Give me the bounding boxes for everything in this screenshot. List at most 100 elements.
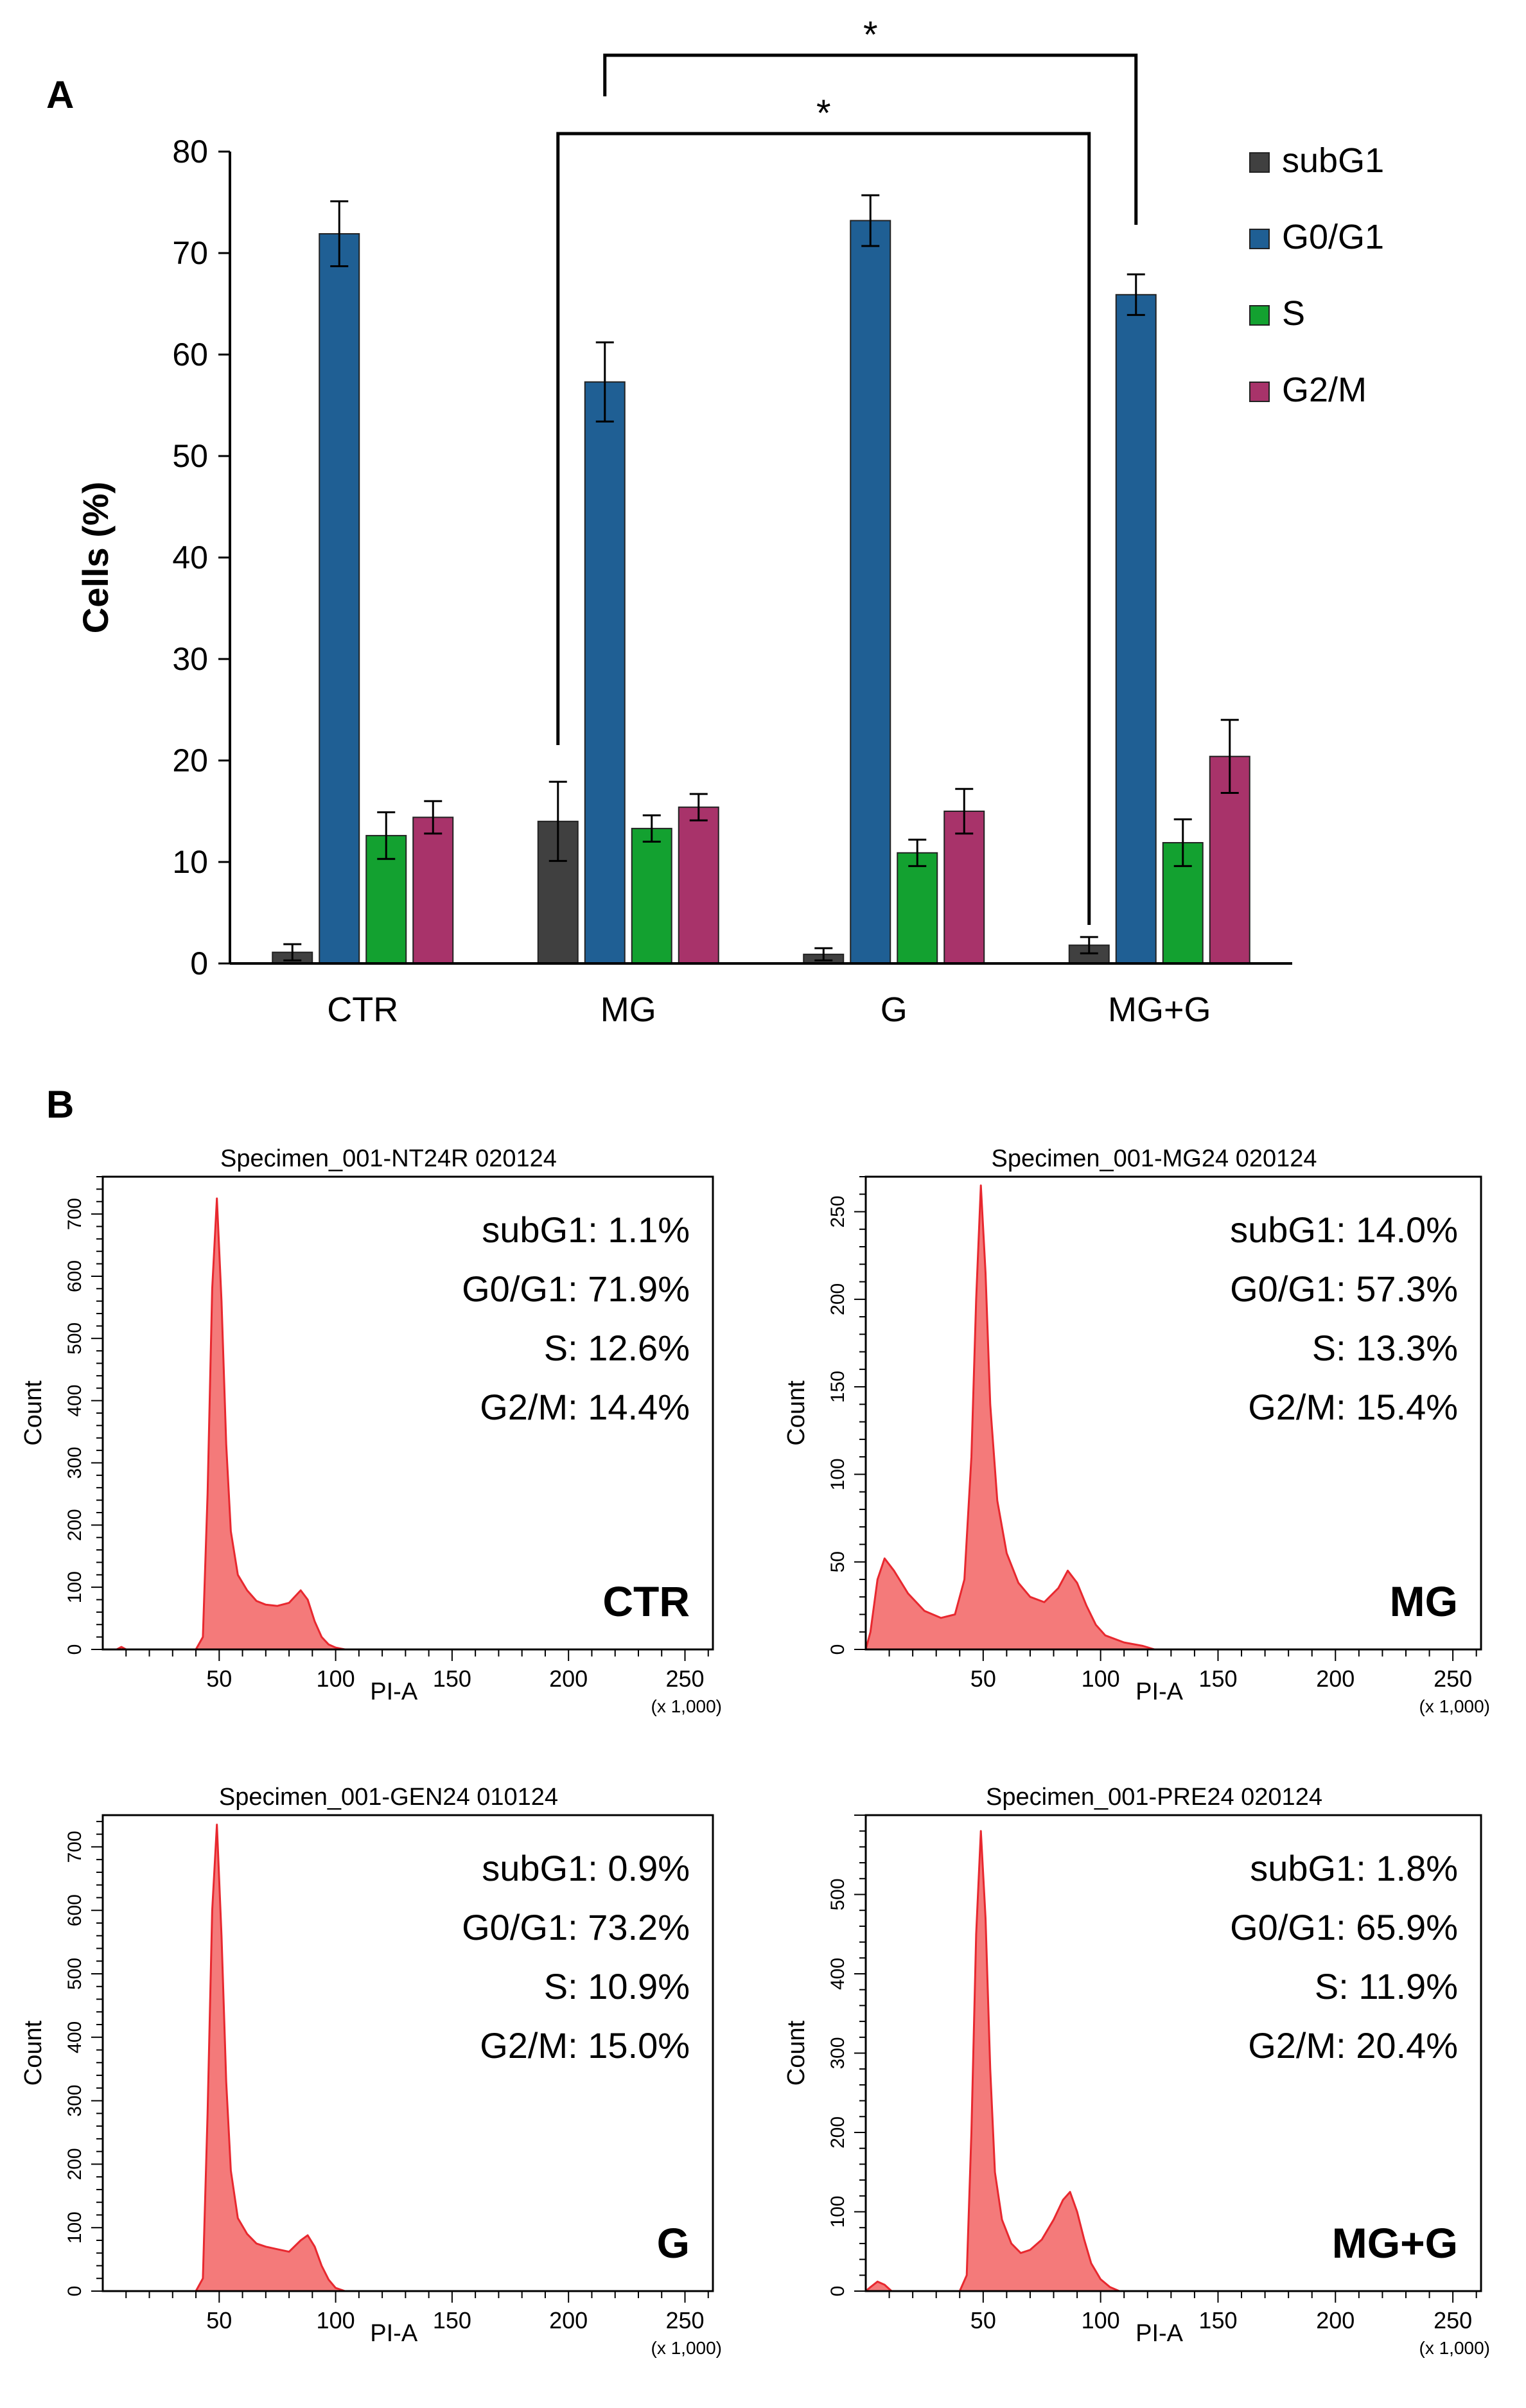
histogram-g: Specimen_001-GEN24 010124 50 100 150 200 250 P… xyxy=(20,1784,722,2358)
y-tick-label: 200 xyxy=(64,2148,85,2180)
significance-bracket-g0g1 xyxy=(603,53,1138,225)
y-tick-label: 500 xyxy=(64,1323,85,1355)
bar-g-g0-g1 xyxy=(850,220,891,965)
bar-g-s xyxy=(897,852,938,965)
legend-label-s: S xyxy=(1282,294,1305,333)
bar-ctr-g0-g1 xyxy=(319,233,360,965)
condition-label: MG xyxy=(1390,1578,1458,1625)
x-tick-label: 100 xyxy=(1082,1665,1120,1692)
x-tick-label: 250 xyxy=(1434,2307,1472,2333)
phase-stat-label: G2/M: 15.0% xyxy=(480,2025,690,2066)
x-unit-label: (x 1,000) xyxy=(1419,2338,1491,2358)
specimen-title: Specimen_001-GEN24 010124 xyxy=(219,1784,558,1811)
legend-label-subg1: subG1 xyxy=(1282,141,1384,180)
y-tick-label: 250 xyxy=(827,1195,848,1227)
legend-swatch-subg1 xyxy=(1249,152,1270,173)
y-tick-label: 10 xyxy=(172,844,208,880)
y-tick-label: 0 xyxy=(64,2286,85,2297)
histogram-area xyxy=(101,1197,714,1651)
legend-swatch-g0-g1 xyxy=(1249,229,1270,249)
x-axis-label: PI-A xyxy=(370,1678,418,1705)
y-tick-label: 150 xyxy=(827,1371,848,1403)
y-axis-label: Count xyxy=(20,1380,47,1446)
legend-swatch-s xyxy=(1249,305,1270,326)
phase-stat-label: G2/M: 15.4% xyxy=(1248,1387,1458,1427)
x-tick-label: 100 xyxy=(1082,2307,1120,2333)
phase-stat-label: S: 11.9% xyxy=(1315,1966,1458,2007)
x-axis-label: PI-A xyxy=(370,2320,418,2347)
phase-stat-label: subG1: 1.1% xyxy=(482,1209,690,1250)
bar-chart: Cells (%) 0 10 20 30 40 50 60 70 80 CTR MG G MG+G subG… xyxy=(75,14,1384,1029)
panel-a-label: A xyxy=(46,73,74,116)
y-tick-label: 0 xyxy=(827,1644,848,1655)
histogram-mg-g: Specimen_001-PRE24 020124 50 100 150 200 250 P… xyxy=(783,1784,1490,2358)
y-tick-label: 50 xyxy=(172,438,208,474)
y-axis-label: Count xyxy=(20,2020,47,2086)
y-tick-label: 80 xyxy=(172,134,208,170)
y-tick-label: 400 xyxy=(827,1958,848,1990)
x-tick-label: 100 xyxy=(317,1665,355,1692)
specimen-title: Specimen_001-PRE24 020124 xyxy=(986,1784,1322,1811)
y-axis-label: Cells (%) xyxy=(75,482,116,634)
significance-bracket-subg1 xyxy=(556,132,1091,925)
histogram-area xyxy=(864,1184,1482,1651)
x-tick-label: 250 xyxy=(1434,1665,1472,1692)
x-tick-label: 150 xyxy=(1198,1665,1237,1692)
x-tick-label: 250 xyxy=(665,2307,704,2333)
phase-stat-label: G2/M: 20.4% xyxy=(1248,2025,1458,2066)
x-unit-label: (x 1,000) xyxy=(651,2338,723,2358)
x-unit-label: (x 1,000) xyxy=(651,1696,723,1716)
y-tick-label: 0 xyxy=(827,2286,848,2297)
phase-stat-label: subG1: 14.0% xyxy=(1230,1209,1458,1250)
y-tick-label: 0 xyxy=(64,1644,85,1655)
x-tick-label: 50 xyxy=(970,1665,996,1692)
y-tick-label: 0 xyxy=(190,945,208,981)
condition-label: MG+G xyxy=(1332,2219,1458,2267)
x-tick-label: 200 xyxy=(549,1665,588,1692)
phase-stat-label: S: 12.6% xyxy=(544,1328,690,1368)
phase-stat-label: S: 10.9% xyxy=(544,1966,690,2007)
bar-g-g2-m xyxy=(943,811,985,964)
y-tick-label: 60 xyxy=(172,337,208,373)
y-tick-label: 300 xyxy=(827,2037,848,2069)
phase-stat-label: G0/G1: 57.3% xyxy=(1230,1269,1458,1309)
x-tick-label-mg: MG xyxy=(601,990,656,1029)
x-tick-label: 50 xyxy=(206,1665,232,1692)
y-axis-label: Count xyxy=(783,1380,810,1446)
x-tick-label: 150 xyxy=(433,1665,471,1692)
phase-stat-label: subG1: 0.9% xyxy=(482,1848,690,1888)
bar-ctr-g2-m xyxy=(412,816,454,964)
y-tick-label: 200 xyxy=(64,1509,85,1541)
y-tick-label: 700 xyxy=(64,1831,85,1863)
y-tick-label: 50 xyxy=(827,1551,848,1572)
x-tick-label: 50 xyxy=(970,2307,996,2333)
legend-label-g2-m: G2/M xyxy=(1282,371,1367,409)
bar-mg-g-g0-g1 xyxy=(1115,294,1157,964)
y-tick-label: 300 xyxy=(64,2085,85,2117)
x-axis-label: PI-A xyxy=(1136,1678,1184,1705)
legend-swatch-g2-m xyxy=(1249,382,1270,402)
y-tick-label: 300 xyxy=(64,1446,85,1479)
y-tick-label: 700 xyxy=(64,1198,85,1230)
specimen-title: Specimen_001-MG24 020124 xyxy=(991,1145,1317,1172)
y-tick-label: 100 xyxy=(64,1571,85,1603)
histogram-mg: Specimen_001-MG24 020124 50 100 150 200 250 PI… xyxy=(783,1145,1490,1716)
condition-label: G xyxy=(657,2219,690,2267)
phase-stat-label: G2/M: 14.4% xyxy=(480,1387,690,1427)
y-tick-label: 500 xyxy=(827,1878,848,1910)
y-tick-label: 100 xyxy=(64,2211,85,2244)
significance-star: * xyxy=(816,92,831,134)
histogram-ctr: Specimen_001-NT24R 020124 50 100 150 200 250 P… xyxy=(20,1145,722,1716)
x-tick-label: 250 xyxy=(665,1665,704,1692)
x-tick-label: 150 xyxy=(1198,2307,1237,2333)
y-tick-label: 200 xyxy=(827,2116,848,2149)
x-tick-label-ctr: CTR xyxy=(327,990,398,1029)
x-tick-label-mg-g: MG+G xyxy=(1108,990,1211,1029)
y-axis-label: Count xyxy=(783,2020,810,2086)
bar-mg-s xyxy=(631,827,672,964)
phase-stat-label: S: 13.3% xyxy=(1312,1328,1458,1368)
x-tick-label: 150 xyxy=(433,2307,471,2333)
y-tick-label: 40 xyxy=(172,540,208,576)
y-tick-label: 600 xyxy=(64,1260,85,1292)
